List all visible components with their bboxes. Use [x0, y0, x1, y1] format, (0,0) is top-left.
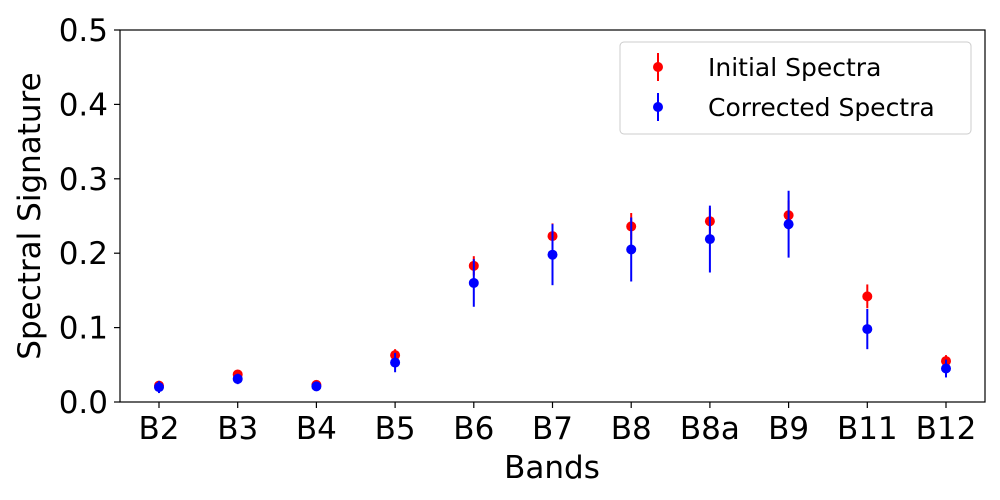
data-series [154, 190, 951, 394]
data-point [547, 249, 558, 260]
y-tick-label: 0.5 [59, 13, 108, 49]
x-tick-label: B6 [453, 411, 494, 447]
x-tick-label: B12 [916, 411, 977, 447]
legend: Initial Spectra Corrected Spectra [619, 41, 972, 135]
x-axis: B2 B3 B4 B5 B6 B7 B8 B8a B9 B11 B12 [139, 402, 977, 447]
data-point [862, 324, 873, 335]
x-tick-label: B9 [768, 411, 809, 447]
legend-label: Initial Spectra [708, 53, 881, 82]
data-point [232, 373, 243, 384]
x-tick-label: B3 [217, 411, 258, 447]
data-point [704, 234, 715, 245]
data-point [783, 219, 794, 230]
legend-box [619, 41, 972, 135]
data-point [941, 363, 951, 374]
data-point [862, 291, 873, 302]
y-axis: 0.0 0.1 0.2 0.3 0.4 0.5 [59, 13, 120, 421]
x-tick-label: B5 [375, 411, 416, 447]
x-tick-label: B8a [680, 411, 740, 447]
legend-marker [653, 62, 663, 72]
x-tick-label: B11 [837, 411, 898, 447]
y-axis-title: Spectral Signature [12, 72, 48, 359]
y-tick-label: 0.4 [59, 87, 108, 123]
x-tick-label: B7 [532, 411, 573, 447]
legend-items: Initial Spectra Corrected Spectra [653, 53, 935, 122]
legend-marker [653, 102, 663, 112]
x-tick-label: B2 [139, 411, 180, 447]
x-axis-title: Bands [504, 450, 600, 486]
y-tick-label: 0.2 [59, 236, 108, 272]
data-point [626, 244, 637, 255]
data-point [311, 381, 322, 392]
y-tick-label: 0.1 [59, 311, 108, 347]
y-tick-label: 0.3 [59, 162, 108, 198]
x-tick-label: B8 [611, 411, 652, 447]
y-tick-label: 0.0 [59, 385, 108, 421]
legend-label: Corrected Spectra [708, 93, 935, 122]
data-point [468, 277, 479, 288]
data-point [390, 357, 401, 368]
x-tick-label: B4 [296, 411, 337, 447]
data-point [154, 382, 164, 393]
series-1 [154, 190, 951, 394]
